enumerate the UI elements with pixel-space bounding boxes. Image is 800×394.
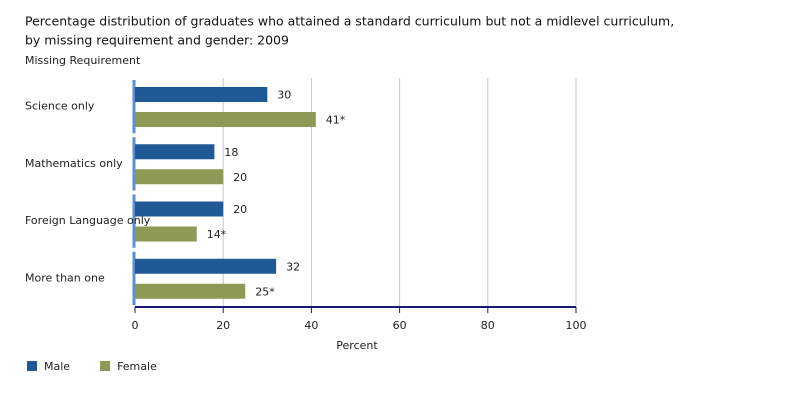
bar [135, 283, 246, 299]
bar [135, 169, 224, 185]
x-axis-title: Percent [336, 339, 378, 352]
y-tick-label: Science only [25, 100, 95, 113]
bar [135, 87, 268, 102]
data-label: 32 [286, 260, 300, 273]
y-tick-label: Foreign Language only [25, 214, 151, 227]
y-tick-label: Mathematics only [25, 157, 123, 170]
data-label: 20 [233, 203, 247, 216]
legend-label: Male [44, 360, 70, 373]
data-label: 30 [277, 89, 291, 102]
y-axis-segment [132, 194, 136, 248]
x-tick-label: 0 [132, 319, 139, 332]
data-label: 20 [233, 171, 247, 184]
y-axis-segment [132, 80, 136, 134]
y-axis-title: Missing Requirement [25, 54, 141, 67]
legend-swatch [100, 361, 111, 371]
bar [135, 201, 224, 217]
data-label: 18 [224, 146, 238, 159]
legend-swatch [27, 361, 37, 371]
bar [135, 226, 197, 242]
chart-title: Percentage distribution of graduates who… [25, 14, 674, 29]
bar [135, 112, 316, 127]
y-axis-segment [132, 251, 136, 305]
x-tick-label: 40 [304, 319, 318, 332]
x-tick-label: 20 [216, 319, 230, 332]
data-label: 41* [326, 114, 346, 127]
legend-label: Female [117, 360, 157, 373]
data-label: 14* [207, 228, 227, 241]
bar [135, 258, 277, 274]
y-axis-segment [132, 137, 136, 191]
y-tick-label: More than one [25, 271, 105, 284]
x-tick-label: 60 [393, 319, 407, 332]
data-label: 25* [255, 285, 275, 298]
x-tick-label: 80 [481, 319, 495, 332]
x-tick-label: 100 [566, 319, 587, 332]
bar [135, 144, 215, 160]
chart-title: by missing requirement and gender: 2009 [25, 33, 289, 48]
